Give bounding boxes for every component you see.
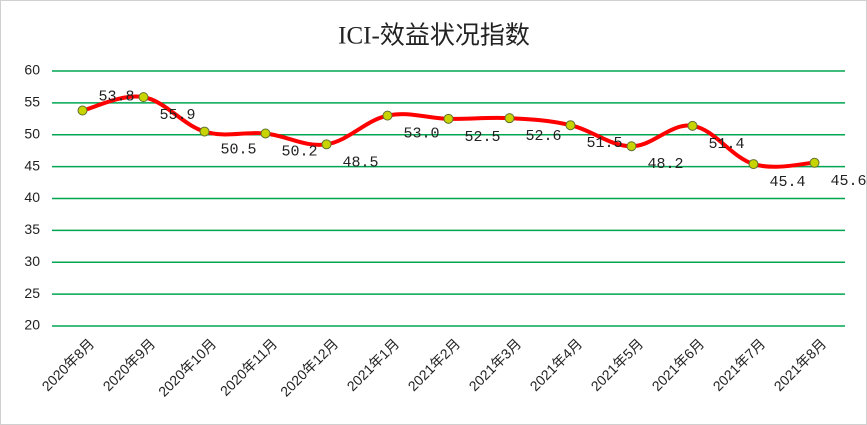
- y-tick-label: 20: [24, 317, 40, 333]
- data-label: 45.6: [831, 173, 867, 190]
- data-label: 50.2: [282, 143, 318, 160]
- marker: [565, 120, 576, 131]
- marker: [748, 159, 759, 170]
- y-tick-label: 35: [24, 221, 40, 237]
- y-tick-label: 60: [24, 62, 40, 78]
- data-label: 48.5: [343, 154, 379, 171]
- marker: [504, 113, 515, 124]
- marker: [809, 157, 820, 168]
- chart-title: ICI-效益状况指数: [338, 22, 530, 50]
- marker: [443, 113, 454, 124]
- data-label: 52.5: [465, 129, 501, 146]
- data-label: 52.6: [526, 128, 562, 145]
- y-tick-label: 40: [24, 189, 40, 205]
- data-label: 51.5: [587, 135, 623, 152]
- data-label: 51.4: [709, 136, 745, 153]
- data-label: 55.9: [160, 107, 196, 124]
- data-label: 45.4: [770, 174, 806, 191]
- y-tick-label: 30: [24, 253, 40, 269]
- y-tick-label: 55: [24, 94, 40, 110]
- marker: [687, 120, 698, 131]
- data-label: 48.2: [648, 156, 684, 173]
- marker: [321, 139, 332, 150]
- marker: [382, 110, 393, 121]
- data-label: 53.8: [99, 88, 135, 105]
- marker: [77, 105, 88, 116]
- data-label: 53.0: [404, 126, 440, 143]
- y-tick-label: 45: [24, 157, 40, 173]
- marker: [199, 126, 210, 137]
- marker: [138, 92, 149, 103]
- y-tick-label: 50: [24, 125, 40, 141]
- y-tick-label: 25: [24, 285, 40, 301]
- data-label: 50.5: [221, 142, 257, 159]
- marker: [626, 141, 637, 152]
- marker: [260, 128, 271, 139]
